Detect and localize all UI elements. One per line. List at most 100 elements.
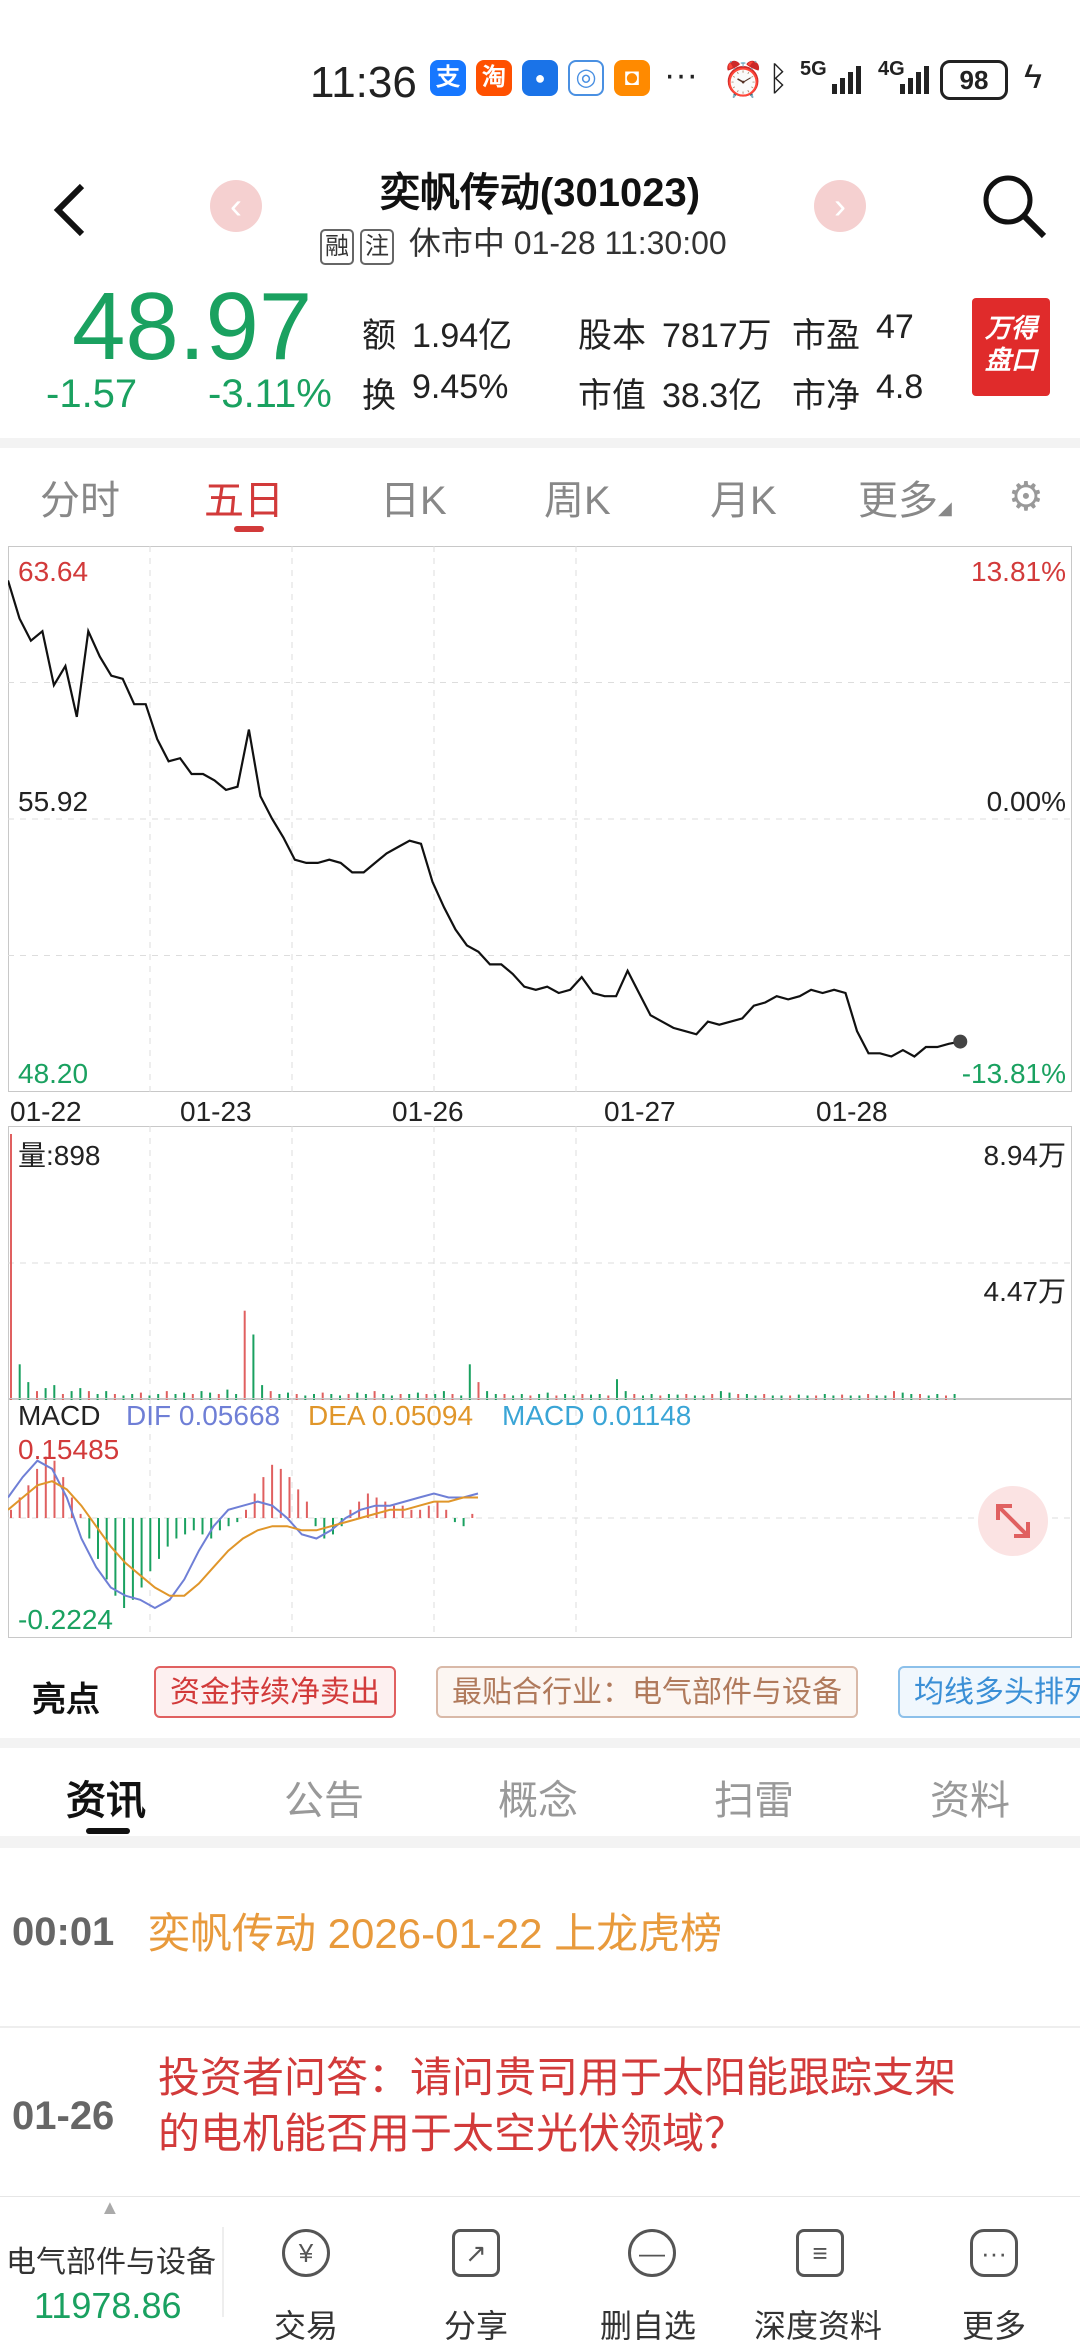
stock-title: 奕帆传动(301023) xyxy=(379,171,701,215)
pb-label: 市净 xyxy=(792,377,860,415)
volume-bar xyxy=(745,1394,748,1400)
tab-risk-scan[interactable]: 扫雷 xyxy=(714,1779,794,1823)
volume-bar xyxy=(148,1395,151,1400)
date-tick: 01-23 xyxy=(180,1096,252,1127)
macd-bar xyxy=(262,1477,265,1518)
wande-pankou-button[interactable]: 万得 盘口 xyxy=(972,298,1050,396)
deep-info-button[interactable]: ≡ 深度资料 xyxy=(750,2197,890,2344)
tab-monthly-k[interactable]: 月K xyxy=(710,479,777,523)
wande-line2: 盘口 xyxy=(984,345,1037,375)
tab-concepts[interactable]: 概念 xyxy=(498,1779,578,1823)
swirl-app-icon: ◎ xyxy=(568,60,604,96)
highlight-chip-industry[interactable]: 最贴合行业：电气部件与设备 xyxy=(436,1666,858,1718)
volume-bar xyxy=(278,1394,281,1400)
bottom-toolbar: ▲ 电气部件与设备 11978.86 ¥ 交易 ↗ 分享 — 删自选 ≡ 深度资… xyxy=(0,2196,1080,2344)
macd-bar xyxy=(427,1505,430,1518)
volume-bar xyxy=(53,1385,56,1400)
macd-bar xyxy=(410,1509,413,1518)
volume-bar xyxy=(105,1391,108,1400)
date-tick: 01-22 xyxy=(10,1096,82,1127)
search-icon[interactable] xyxy=(980,172,1050,247)
pct-axis-min: -13.81% xyxy=(961,1058,1066,1089)
prev-stock-button[interactable]: ‹ xyxy=(210,180,262,232)
volume-bar xyxy=(217,1394,220,1400)
volume-bar xyxy=(607,1395,610,1400)
tab-daily-k[interactable]: 日K xyxy=(380,479,447,523)
macd-bar xyxy=(401,1505,404,1518)
volume-bar xyxy=(295,1394,298,1400)
volume-chart xyxy=(8,1126,1072,1400)
date-tick: 01-26 xyxy=(392,1096,464,1127)
volume-bar xyxy=(806,1395,809,1400)
list-item[interactable]: 00:01 奕帆传动 2026-01-22 上龙虎榜 xyxy=(0,1848,1080,2028)
highlight-chip-fund-outflow[interactable]: 资金持续净卖出 xyxy=(154,1666,396,1718)
back-icon[interactable] xyxy=(50,180,90,254)
volume-bar xyxy=(425,1394,428,1400)
market-status: 融注 休市中 01-28 11:30:00 xyxy=(320,218,727,265)
volume-bar xyxy=(590,1394,592,1400)
tab-five-day[interactable]: 五日 xyxy=(204,479,284,523)
volume-bar xyxy=(442,1391,445,1400)
macd-bar xyxy=(79,1513,82,1518)
price-grid xyxy=(8,546,1072,1092)
volume-bar xyxy=(875,1395,878,1400)
macd-bar xyxy=(297,1489,300,1518)
sector-name[interactable]: 电气部件与设备 xyxy=(6,2246,216,2279)
expand-chart-button[interactable] xyxy=(978,1486,1048,1556)
more-button[interactable]: ··· 更多 xyxy=(948,2197,1040,2344)
volume-bar xyxy=(131,1394,134,1400)
tab-news[interactable]: 资讯 xyxy=(66,1779,146,1823)
highlight-chip-ma[interactable]: 均线多头排列 xyxy=(898,1666,1080,1718)
macd-bar xyxy=(445,1509,448,1518)
shares-value: 7817万 xyxy=(662,317,772,355)
macd-bar xyxy=(158,1518,160,1559)
volume-bar xyxy=(382,1394,385,1400)
volume-bar xyxy=(174,1394,177,1400)
share-label: 分享 xyxy=(444,2308,509,2344)
gear-icon[interactable]: ⚙ xyxy=(1008,475,1044,519)
volume-bar xyxy=(572,1395,575,1400)
volume-bar xyxy=(364,1394,367,1400)
tab-more[interactable]: 更多◢ xyxy=(858,468,952,526)
remove-watchlist-button[interactable]: — 删自选 xyxy=(592,2197,712,2344)
sector-index-value[interactable]: 11978.86 xyxy=(34,2285,182,2326)
volume-bar xyxy=(642,1395,644,1400)
volume-bar xyxy=(667,1394,670,1400)
tab-profile[interactable]: 资料 xyxy=(930,1779,1010,1823)
status-bar: 11:36 支 淘 ● ◎ ◘ ··· ⏰ ᛒ 5G 4G 98 ϟ xyxy=(0,0,1080,150)
tab-weekly-k[interactable]: 周K xyxy=(544,479,611,523)
volume-bar xyxy=(494,1394,497,1400)
orange-app-icon: ◘ xyxy=(614,60,650,96)
volume-bars xyxy=(10,1134,956,1400)
volume-bar xyxy=(209,1392,212,1400)
pe-value: 47 xyxy=(876,308,914,346)
volume-bar xyxy=(901,1392,904,1400)
volume-bar xyxy=(468,1364,471,1400)
date-tick: 01-28 xyxy=(816,1096,888,1127)
pct-axis-mid: 0.00% xyxy=(986,786,1066,817)
volume-bar xyxy=(165,1391,168,1400)
volume-bar xyxy=(113,1394,116,1400)
chevron-up-icon: ▲ xyxy=(100,2197,120,2219)
macd-bar xyxy=(419,1509,422,1518)
volume-bar xyxy=(858,1395,861,1400)
wande-line1: 万得 xyxy=(984,313,1037,343)
volume-bar xyxy=(486,1391,489,1400)
volume-bar xyxy=(477,1382,480,1400)
share-button[interactable]: ↗ 分享 xyxy=(430,2197,522,2344)
highlights-title: 亮点 xyxy=(32,1681,100,1719)
volume-bar xyxy=(945,1395,947,1400)
macd-bar xyxy=(218,1518,221,1531)
turnover-value: 9.45% xyxy=(412,368,509,406)
tab-announcements[interactable]: 公告 xyxy=(284,1779,364,1823)
macd-bar xyxy=(471,1513,474,1518)
alipay-icon: 支 xyxy=(430,60,466,96)
news-headline: 奕帆传动 2026-01-22 上龙虎榜 xyxy=(148,1910,723,1957)
list-item[interactable]: 01-26 投资者问答：请问贵司用于太阳能跟踪支架 的电机能否用于太空光伏领域？ xyxy=(0,2028,1080,2194)
tab-intraday[interactable]: 分时 xyxy=(40,479,120,523)
volume-bar xyxy=(616,1379,618,1400)
dea-line xyxy=(8,1480,478,1597)
next-stock-button[interactable]: › xyxy=(814,180,866,232)
trade-button[interactable]: ¥ 交易 xyxy=(260,2197,352,2344)
yen-icon: ¥ xyxy=(282,2229,330,2277)
